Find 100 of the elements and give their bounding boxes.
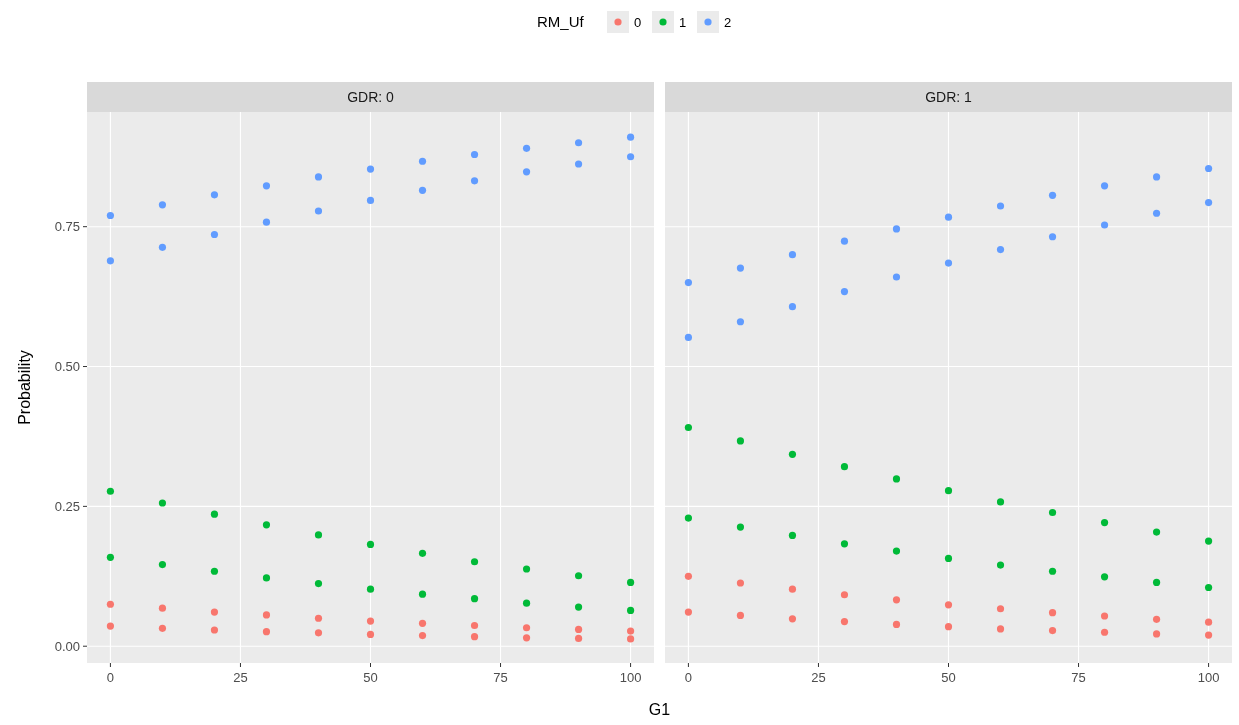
point xyxy=(1204,583,1213,592)
x-tick-label: 100 xyxy=(619,670,642,685)
point xyxy=(158,604,167,612)
point xyxy=(106,553,115,561)
point xyxy=(1204,537,1213,545)
point xyxy=(892,225,901,233)
point xyxy=(840,287,849,296)
y-tick-label: 0.50 xyxy=(54,359,80,375)
point xyxy=(788,450,797,458)
point xyxy=(366,196,375,204)
point xyxy=(470,633,479,641)
point xyxy=(1048,626,1057,635)
point xyxy=(626,133,635,141)
point xyxy=(418,631,427,640)
x-tick-label: 100 xyxy=(1197,670,1220,685)
point xyxy=(106,211,115,220)
point xyxy=(210,567,219,575)
legend-label: 2 xyxy=(724,15,732,30)
point xyxy=(522,624,531,632)
point xyxy=(684,514,693,522)
point xyxy=(892,475,901,483)
point xyxy=(262,628,271,636)
point xyxy=(736,611,745,620)
x-tick-label: 50 xyxy=(941,670,956,685)
point xyxy=(314,207,323,215)
point xyxy=(470,621,479,630)
point xyxy=(158,624,167,632)
point xyxy=(106,257,115,265)
point xyxy=(626,635,635,643)
point xyxy=(1204,631,1213,639)
point xyxy=(106,487,115,495)
y-tick-label: 0.00 xyxy=(54,638,80,654)
point xyxy=(736,437,745,445)
point xyxy=(996,246,1005,254)
point xyxy=(314,579,323,588)
point xyxy=(314,173,323,181)
point xyxy=(996,561,1005,569)
point xyxy=(574,139,583,147)
point xyxy=(996,605,1005,613)
point xyxy=(1048,233,1057,241)
point xyxy=(944,623,953,631)
point xyxy=(522,599,531,607)
point xyxy=(158,499,167,507)
point xyxy=(892,620,901,628)
x-tick-label: 0 xyxy=(684,670,693,685)
point xyxy=(470,558,479,566)
legend-label: 1 xyxy=(679,15,687,30)
point xyxy=(626,578,635,587)
chart-title: GDR: 0 xyxy=(347,89,395,105)
point xyxy=(1152,615,1161,623)
point xyxy=(262,218,271,226)
point xyxy=(210,608,219,616)
point xyxy=(418,590,427,598)
point xyxy=(470,595,479,603)
x-tick-label: 75 xyxy=(493,670,508,685)
point xyxy=(574,625,583,634)
y-tick-label: 0.25 xyxy=(54,498,80,514)
point xyxy=(210,510,219,518)
point xyxy=(684,333,693,342)
point xyxy=(262,611,271,619)
point xyxy=(418,549,427,557)
point xyxy=(1048,567,1057,575)
point xyxy=(574,160,583,168)
x-tick-label: 75 xyxy=(1071,670,1086,685)
point xyxy=(996,202,1005,210)
point xyxy=(470,177,479,185)
point xyxy=(262,182,271,190)
point xyxy=(736,579,745,587)
point xyxy=(840,237,849,245)
point xyxy=(262,521,271,529)
x-tick-label: 50 xyxy=(363,670,378,685)
point xyxy=(262,574,271,582)
point xyxy=(1048,508,1057,517)
point xyxy=(418,619,427,627)
legend-title: RM_Uf xyxy=(537,13,585,30)
point xyxy=(1100,612,1109,620)
point xyxy=(574,634,583,642)
point xyxy=(106,600,115,608)
point xyxy=(1100,628,1109,636)
point xyxy=(1100,182,1109,190)
point xyxy=(626,153,635,161)
point xyxy=(788,251,797,259)
legend-label: 0 xyxy=(634,15,642,30)
point xyxy=(366,630,375,639)
point xyxy=(736,523,745,531)
point xyxy=(736,264,745,272)
point xyxy=(788,585,797,593)
point xyxy=(736,318,745,326)
point xyxy=(684,423,693,432)
point xyxy=(366,617,375,625)
point xyxy=(788,303,797,311)
point xyxy=(1048,609,1057,617)
point xyxy=(210,626,219,634)
point xyxy=(314,614,323,622)
point xyxy=(1204,618,1213,626)
point xyxy=(684,608,693,616)
point xyxy=(522,565,531,573)
point xyxy=(1152,578,1161,587)
chart-title: GDR: 1 xyxy=(925,89,973,105)
point xyxy=(470,150,479,159)
